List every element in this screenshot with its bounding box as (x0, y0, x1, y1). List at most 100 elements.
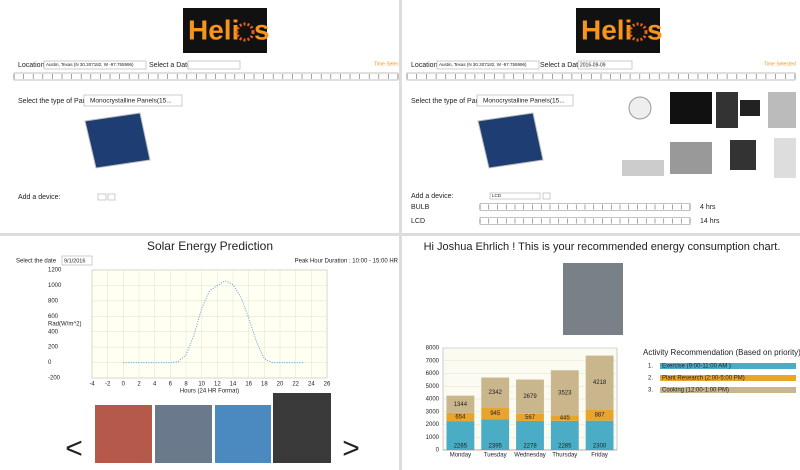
time-slider[interactable] (406, 72, 796, 81)
date: 2016-09-09 (580, 62, 606, 68)
y-tick-label: 4000 (426, 397, 440, 403)
x-tick-label: 12 (214, 382, 221, 388)
x-tick-label: 8 (184, 382, 188, 388)
data-label: 2300 (593, 444, 607, 450)
logo-text: Heli (581, 14, 632, 45)
data-label: 2395 (489, 444, 503, 450)
panel-image (477, 112, 544, 169)
greeting: Hi Joshua Ehrlich ! This is your recomme… (424, 241, 781, 253)
device-hours: 4 hrs (700, 204, 716, 211)
y-tick-label: 6000 (426, 371, 440, 377)
date-input[interactable] (187, 60, 241, 70)
y-tick-label: 1200 (48, 268, 62, 274)
data-label: 887 (595, 413, 606, 419)
x-tick-label: 24 (308, 382, 315, 388)
monitor-icon (670, 92, 712, 124)
activity-text: Exercise (9:00-11:00 AM ) (662, 364, 731, 370)
y-axis-label: Rad(W/m^2) (48, 322, 81, 328)
label: Time Selected (764, 61, 796, 67)
peak-hours: Peak Hour Duration : 10:00 - 15:00 HR (295, 259, 399, 265)
bar-segment (516, 420, 544, 450)
panel-type: Monocrystalline Panels(15... (483, 98, 565, 105)
x-tick-label: -4 (89, 382, 95, 388)
x-tick-label: Monday (450, 453, 471, 459)
time-slider[interactable] (13, 72, 399, 81)
data-label: 945 (490, 411, 501, 417)
add-button[interactable] (107, 193, 116, 201)
x-tick-label: Wednesday (514, 453, 546, 459)
bar-segment (516, 413, 544, 421)
data-label: 2278 (523, 444, 537, 450)
label: Select the type of Panel (18, 98, 92, 105)
bar-segment (585, 420, 614, 450)
activity-text: Plant Research (2:00-5:00 PM) (662, 376, 745, 382)
date-select[interactable] (61, 255, 93, 266)
add-button[interactable] (542, 192, 551, 200)
x-tick-label: 22 (292, 382, 299, 388)
photo[interactable] (155, 405, 212, 463)
data-label: 567 (525, 415, 536, 421)
location-select[interactable] (43, 60, 147, 70)
y-tick-label: 2000 (426, 422, 440, 428)
bulb-icon (628, 96, 652, 120)
logo-sun (235, 22, 255, 42)
device: LCD (492, 193, 502, 198)
bar-segment (550, 420, 579, 450)
activity-number: 3. (648, 388, 653, 394)
data-label: 2265 (454, 444, 468, 450)
device-name: LCD (411, 218, 425, 225)
label: Location: (411, 62, 439, 69)
x-tick-label: 14 (230, 382, 237, 388)
data-label: 2342 (489, 390, 503, 396)
y-tick-label: 800 (48, 298, 59, 304)
bar-segment (481, 419, 510, 450)
label: Location: (18, 62, 46, 69)
photo[interactable] (273, 393, 331, 463)
plot-area (91, 269, 328, 379)
panel-select[interactable] (476, 94, 574, 107)
device-select[interactable] (97, 193, 107, 201)
data-label: 654 (455, 415, 466, 421)
data-label: 2285 (558, 444, 572, 450)
divider (0, 233, 800, 236)
y-tick-label: 3000 (426, 409, 440, 415)
prediction-panel: Solar Energy Prediction Select the date … (16, 239, 399, 465)
location-select[interactable] (436, 60, 540, 70)
photo[interactable] (215, 405, 271, 463)
fridge-icon (774, 138, 796, 178)
panel-select[interactable] (83, 94, 183, 107)
y-tick-label: -200 (48, 376, 61, 382)
label: Add a device: (411, 193, 453, 200)
bar-segment (585, 409, 614, 421)
y-tick-label: 5000 (426, 384, 440, 390)
device-name: BULB (411, 204, 430, 211)
label: Select the type of Panel (411, 98, 485, 105)
x-tick-label: 10 (198, 382, 205, 388)
data-label: 3523 (558, 390, 572, 396)
printer-icon (670, 142, 712, 174)
logo-text: s (254, 14, 270, 45)
data-label: 445 (560, 416, 571, 422)
x-tick-label: 16 (245, 382, 252, 388)
bar-segment (481, 407, 510, 420)
date-input[interactable] (577, 60, 633, 70)
logo-text: Heli (188, 14, 239, 45)
recommendation-panel: Hi Joshua Ehrlich ! This is your recomme… (424, 241, 800, 459)
activity-bar (660, 387, 796, 393)
photo[interactable] (95, 405, 152, 463)
y-tick-label: 400 (48, 329, 59, 335)
data-label: 4218 (593, 380, 607, 386)
logo-sun (628, 22, 648, 42)
x-axis-label: Hours (24 HR Format) (180, 389, 239, 395)
prev-button[interactable]: < (65, 432, 83, 465)
x-tick-label: Thursday (552, 453, 577, 459)
logo-text: s (647, 14, 663, 45)
device-select[interactable] (489, 192, 541, 200)
activity-bar (660, 375, 796, 381)
y-tick-label: 8000 (426, 346, 440, 352)
y-tick-label: 600 (48, 314, 59, 320)
next-button[interactable]: > (342, 432, 360, 465)
x-tick-label: 4 (153, 382, 157, 388)
bar-segment (446, 395, 475, 413)
